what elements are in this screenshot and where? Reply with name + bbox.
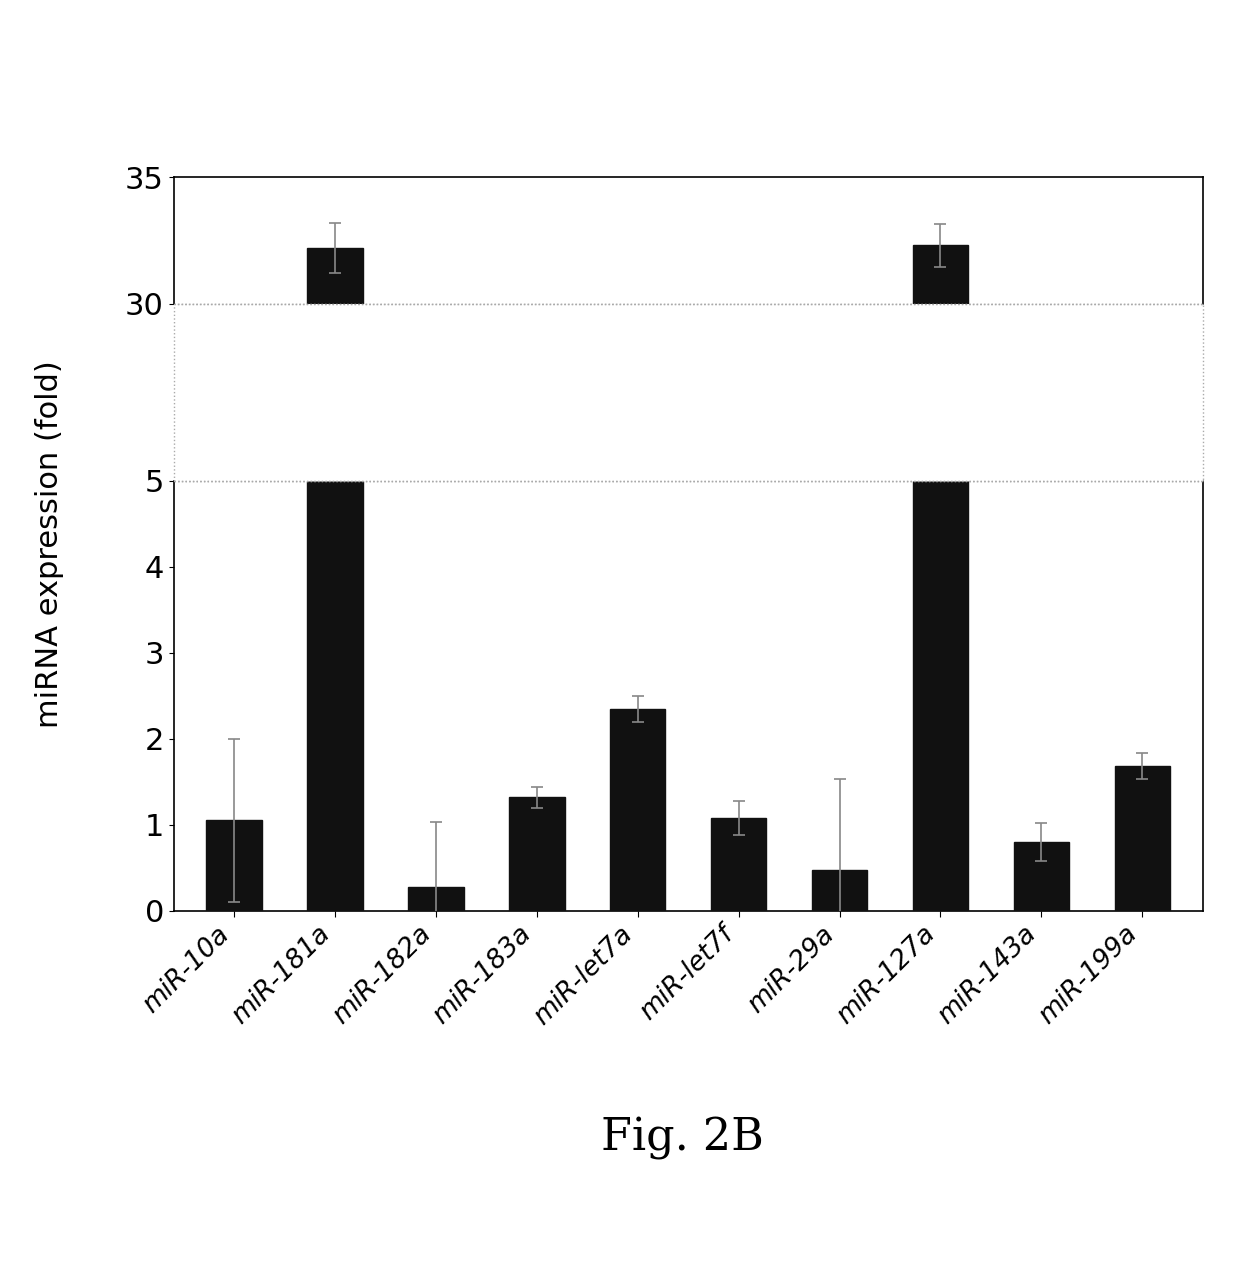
Bar [812,1050,867,1063]
Bar [206,821,262,911]
Bar [812,869,867,911]
Bar [913,245,968,1063]
Bar [711,818,766,911]
Bar [408,887,464,911]
Bar [610,1003,666,1063]
Bar [206,1036,262,1063]
Bar [610,708,666,911]
Bar [510,1030,564,1063]
Bar [1013,1042,1069,1063]
Bar [308,248,363,1063]
Text: Fig. 2B: Fig. 2B [600,1117,764,1160]
Bar [510,797,564,911]
Bar [711,1035,766,1063]
Text: miRNA expression (fold): miRNA expression (fold) [35,361,64,727]
Bar [408,1055,464,1063]
Bar [1013,842,1069,911]
Bar [913,0,968,911]
Bar [308,0,363,911]
Bar [1115,767,1171,911]
Bar [1115,1020,1171,1063]
